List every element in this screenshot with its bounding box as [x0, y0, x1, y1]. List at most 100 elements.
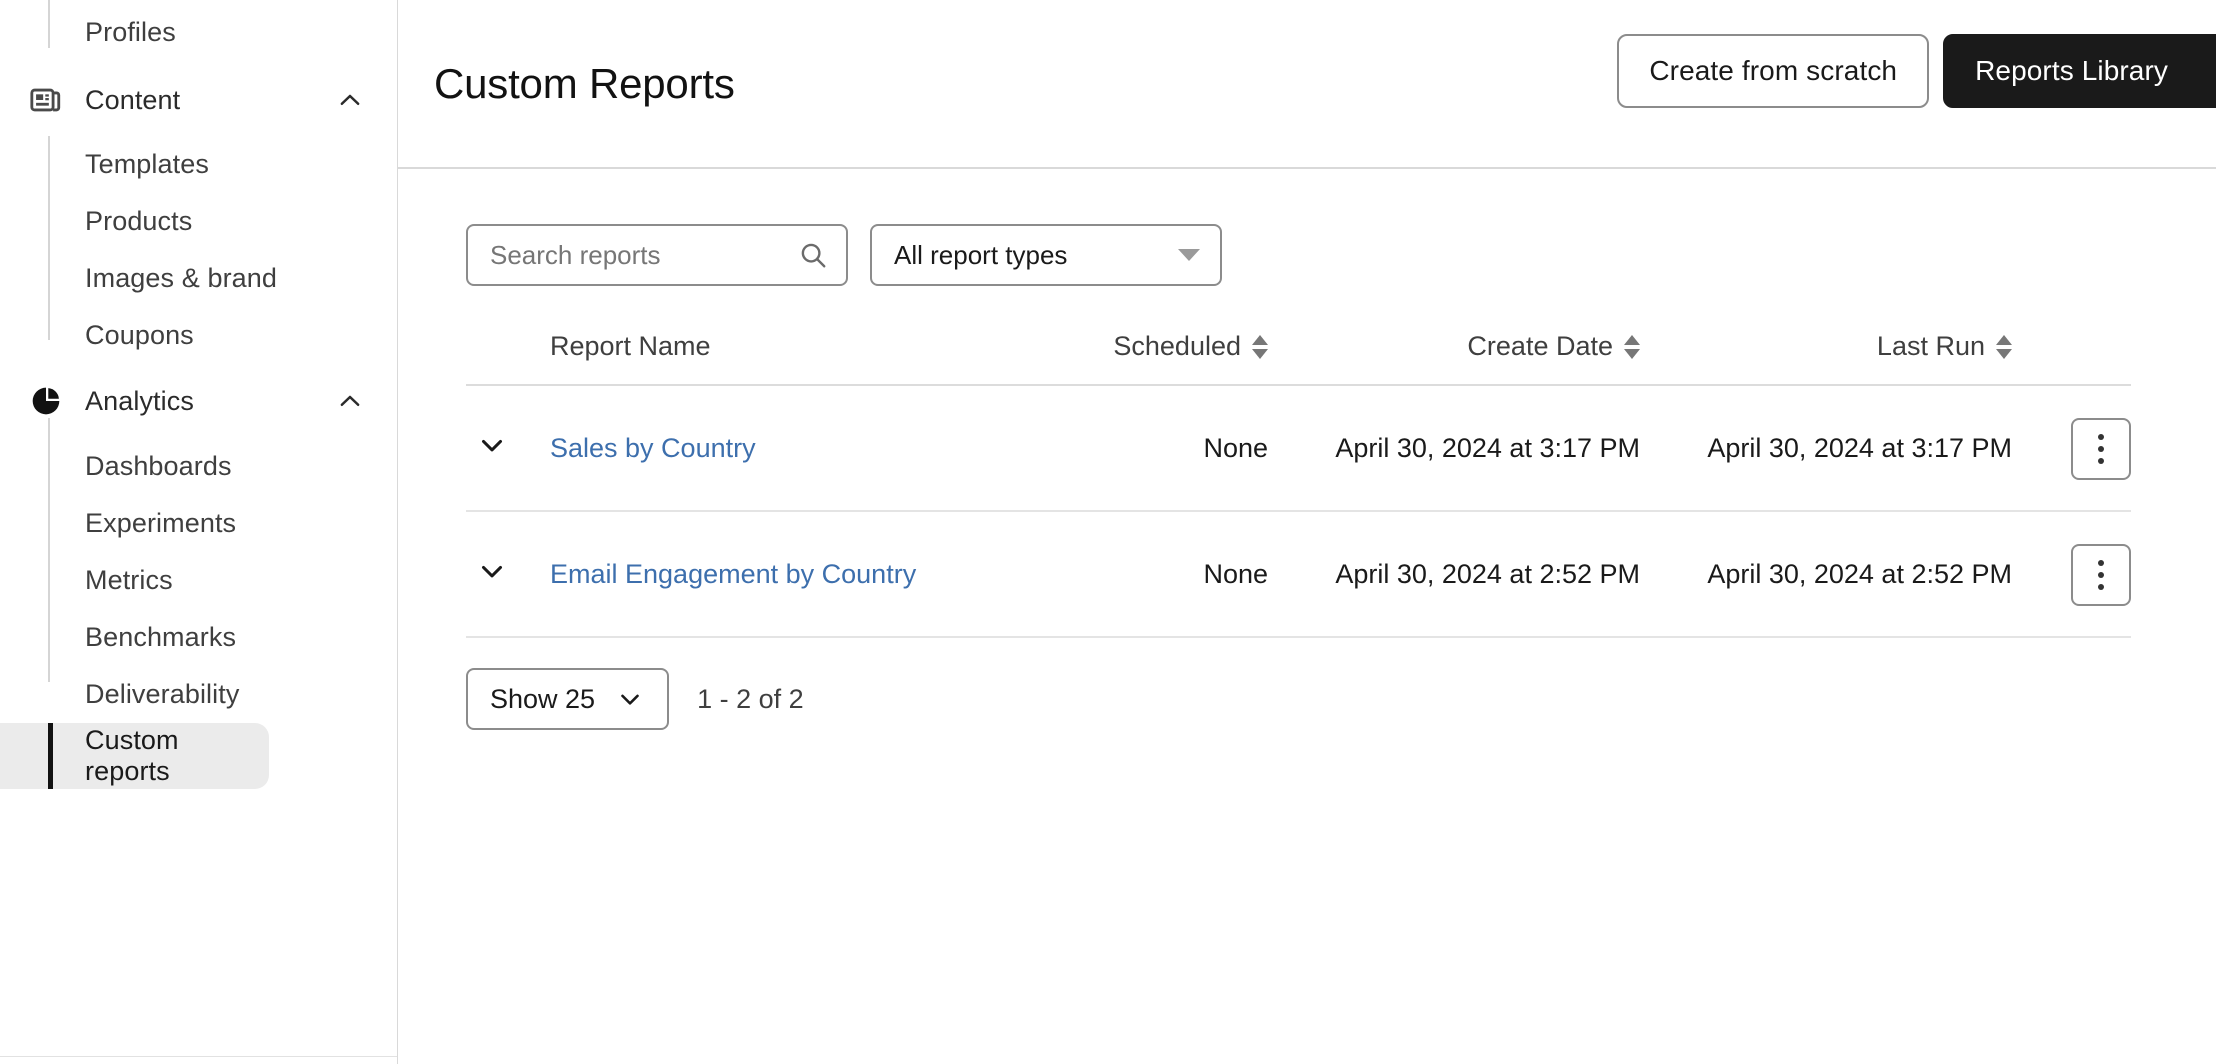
- sidebar: Profiles Content: [0, 0, 398, 1064]
- nav-rail-analytics: [48, 418, 50, 682]
- pie-chart-icon: [28, 383, 64, 419]
- sort-icon[interactable]: [1252, 334, 1268, 359]
- page-size-label: Show 25: [490, 683, 596, 714]
- sidebar-section-label: Content: [85, 84, 181, 115]
- kebab-dot: [2098, 572, 2104, 578]
- row-scheduled-cell: None: [1036, 385, 1268, 512]
- row-menu-button[interactable]: [2071, 544, 2131, 606]
- sidebar-item-benchmarks[interactable]: Benchmarks: [0, 609, 397, 666]
- main-content: Custom Reports Create from scratch Repor…: [398, 0, 2216, 1064]
- page-title: Custom Reports: [434, 59, 735, 107]
- kebab-dot: [2098, 446, 2104, 452]
- report-name-link[interactable]: Sales by Country: [550, 432, 756, 463]
- sidebar-item-label: Images & brand: [85, 263, 278, 293]
- sidebar-item-products[interactable]: Products: [0, 193, 397, 250]
- sidebar-item-metrics[interactable]: Metrics: [0, 552, 397, 609]
- row-menu-button[interactable]: [2071, 418, 2131, 480]
- sidebar-section-content[interactable]: Content: [0, 64, 397, 136]
- row-expand-cell: [466, 385, 550, 512]
- header-actions: Create from scratch Reports Library: [1617, 34, 2216, 108]
- chevron-down-icon: [1178, 249, 1200, 261]
- th-actions: [2012, 331, 2131, 386]
- sidebar-item-label: Products: [85, 206, 193, 236]
- row-last-run-cell: April 30, 2024 at 3:17 PM: [1640, 385, 2012, 512]
- th-report-name-inner: Report Name: [550, 331, 711, 362]
- sidebar-item-label: Profiles: [85, 16, 176, 47]
- table-row: Sales by Country None April 30, 2024 at …: [466, 385, 2131, 512]
- th-scheduled[interactable]: Scheduled: [1036, 331, 1268, 386]
- sidebar-item-label: Experiments: [85, 508, 237, 538]
- kebab-dot: [2098, 434, 2104, 440]
- sidebar-section-label: Analytics: [85, 385, 194, 416]
- chevron-up-icon[interactable]: [333, 83, 367, 117]
- sidebar-item-dashboards[interactable]: Dashboards: [0, 438, 397, 495]
- th-last-run[interactable]: Last Run: [1640, 331, 2012, 386]
- report-type-selected-value: All report types: [894, 239, 1068, 270]
- chevron-down-icon[interactable]: [466, 427, 518, 463]
- sidebar-item-label: Coupons: [85, 320, 194, 350]
- table-header-row: Report Name Scheduled: [466, 331, 2131, 386]
- sidebar-item-label: Templates: [85, 149, 209, 179]
- th-report-name: Report Name: [550, 331, 1036, 386]
- sidebar-nav-list: Profiles Content: [0, 0, 397, 789]
- sort-icon[interactable]: [1996, 334, 2012, 359]
- sidebar-item-coupons[interactable]: Coupons: [0, 307, 397, 364]
- sidebar-item-custom-reports[interactable]: Custom reports: [0, 723, 269, 789]
- th-label: Last Run: [1876, 331, 1985, 361]
- kebab-dot: [2098, 584, 2104, 590]
- sidebar-item-templates[interactable]: Templates: [0, 136, 397, 193]
- nav-rail-top: [48, 0, 50, 48]
- th-toggle: [466, 331, 550, 386]
- report-name-link[interactable]: Email Engagement by Country: [550, 558, 917, 589]
- sidebar-item-label: Custom reports: [85, 725, 179, 786]
- table-header: Report Name Scheduled: [466, 331, 2131, 386]
- row-name-cell: Email Engagement by Country: [550, 511, 1036, 638]
- row-actions-cell: [2012, 385, 2131, 512]
- th-create-date[interactable]: Create Date: [1268, 331, 1640, 386]
- row-scheduled-cell: None: [1036, 511, 1268, 638]
- sidebar-item-deliverability[interactable]: Deliverability: [0, 666, 397, 723]
- content-area: All report types Report Name: [398, 169, 2216, 730]
- chevron-down-icon: [615, 684, 645, 714]
- row-actions-cell: [2012, 511, 2131, 638]
- sidebar-section-analytics[interactable]: Analytics: [0, 364, 397, 438]
- page-header: Custom Reports Create from scratch Repor…: [398, 0, 2216, 169]
- page-size-select[interactable]: Show 25: [466, 668, 670, 730]
- pagination: Show 25 1 - 2 of 2: [466, 668, 2216, 730]
- sidebar-item-profiles[interactable]: Profiles: [0, 0, 397, 64]
- table-row: Email Engagement by Country None April 3…: [466, 511, 2131, 638]
- reports-table: Report Name Scheduled: [466, 331, 2131, 638]
- sidebar-divider: [0, 1056, 397, 1057]
- report-type-select[interactable]: All report types: [870, 224, 1222, 286]
- kebab-dot: [2098, 560, 2104, 566]
- sidebar-item-label: Metrics: [85, 565, 173, 595]
- sidebar-item-images-and-brand[interactable]: Images & brand: [0, 250, 397, 307]
- sidebar-item-experiments[interactable]: Experiments: [0, 495, 397, 552]
- row-create-date-cell: April 30, 2024 at 2:52 PM: [1268, 511, 1640, 638]
- pagination-range-label: 1 - 2 of 2: [697, 683, 804, 714]
- sidebar-item-label: Benchmarks: [85, 622, 237, 652]
- search-input[interactable]: [468, 226, 846, 284]
- newspaper-icon: [28, 82, 64, 118]
- nav-rail-content: [48, 136, 50, 340]
- table-body: Sales by Country None April 30, 2024 at …: [466, 385, 2131, 638]
- sort-icon[interactable]: [1624, 334, 1640, 359]
- sidebar-item-label: Deliverability: [85, 679, 240, 709]
- th-label: Scheduled: [1113, 331, 1241, 361]
- row-create-date-cell: April 30, 2024 at 3:17 PM: [1268, 385, 1640, 512]
- th-label: Report Name: [550, 331, 711, 361]
- row-last-run-cell: April 30, 2024 at 2:52 PM: [1640, 511, 2012, 638]
- chevron-down-icon[interactable]: [466, 553, 518, 589]
- row-name-cell: Sales by Country: [550, 385, 1036, 512]
- th-create-date-inner[interactable]: Create Date: [1467, 331, 1640, 362]
- filters-bar: All report types: [466, 224, 2216, 286]
- reports-library-button[interactable]: Reports Library: [1943, 34, 2216, 108]
- create-from-scratch-button[interactable]: Create from scratch: [1617, 34, 1930, 108]
- th-label: Create Date: [1467, 331, 1613, 361]
- search-reports-box[interactable]: [466, 224, 848, 286]
- chevron-up-icon[interactable]: [333, 384, 367, 418]
- th-scheduled-inner[interactable]: Scheduled: [1113, 331, 1268, 362]
- row-expand-cell: [466, 511, 550, 638]
- th-last-run-inner[interactable]: Last Run: [1877, 331, 2012, 362]
